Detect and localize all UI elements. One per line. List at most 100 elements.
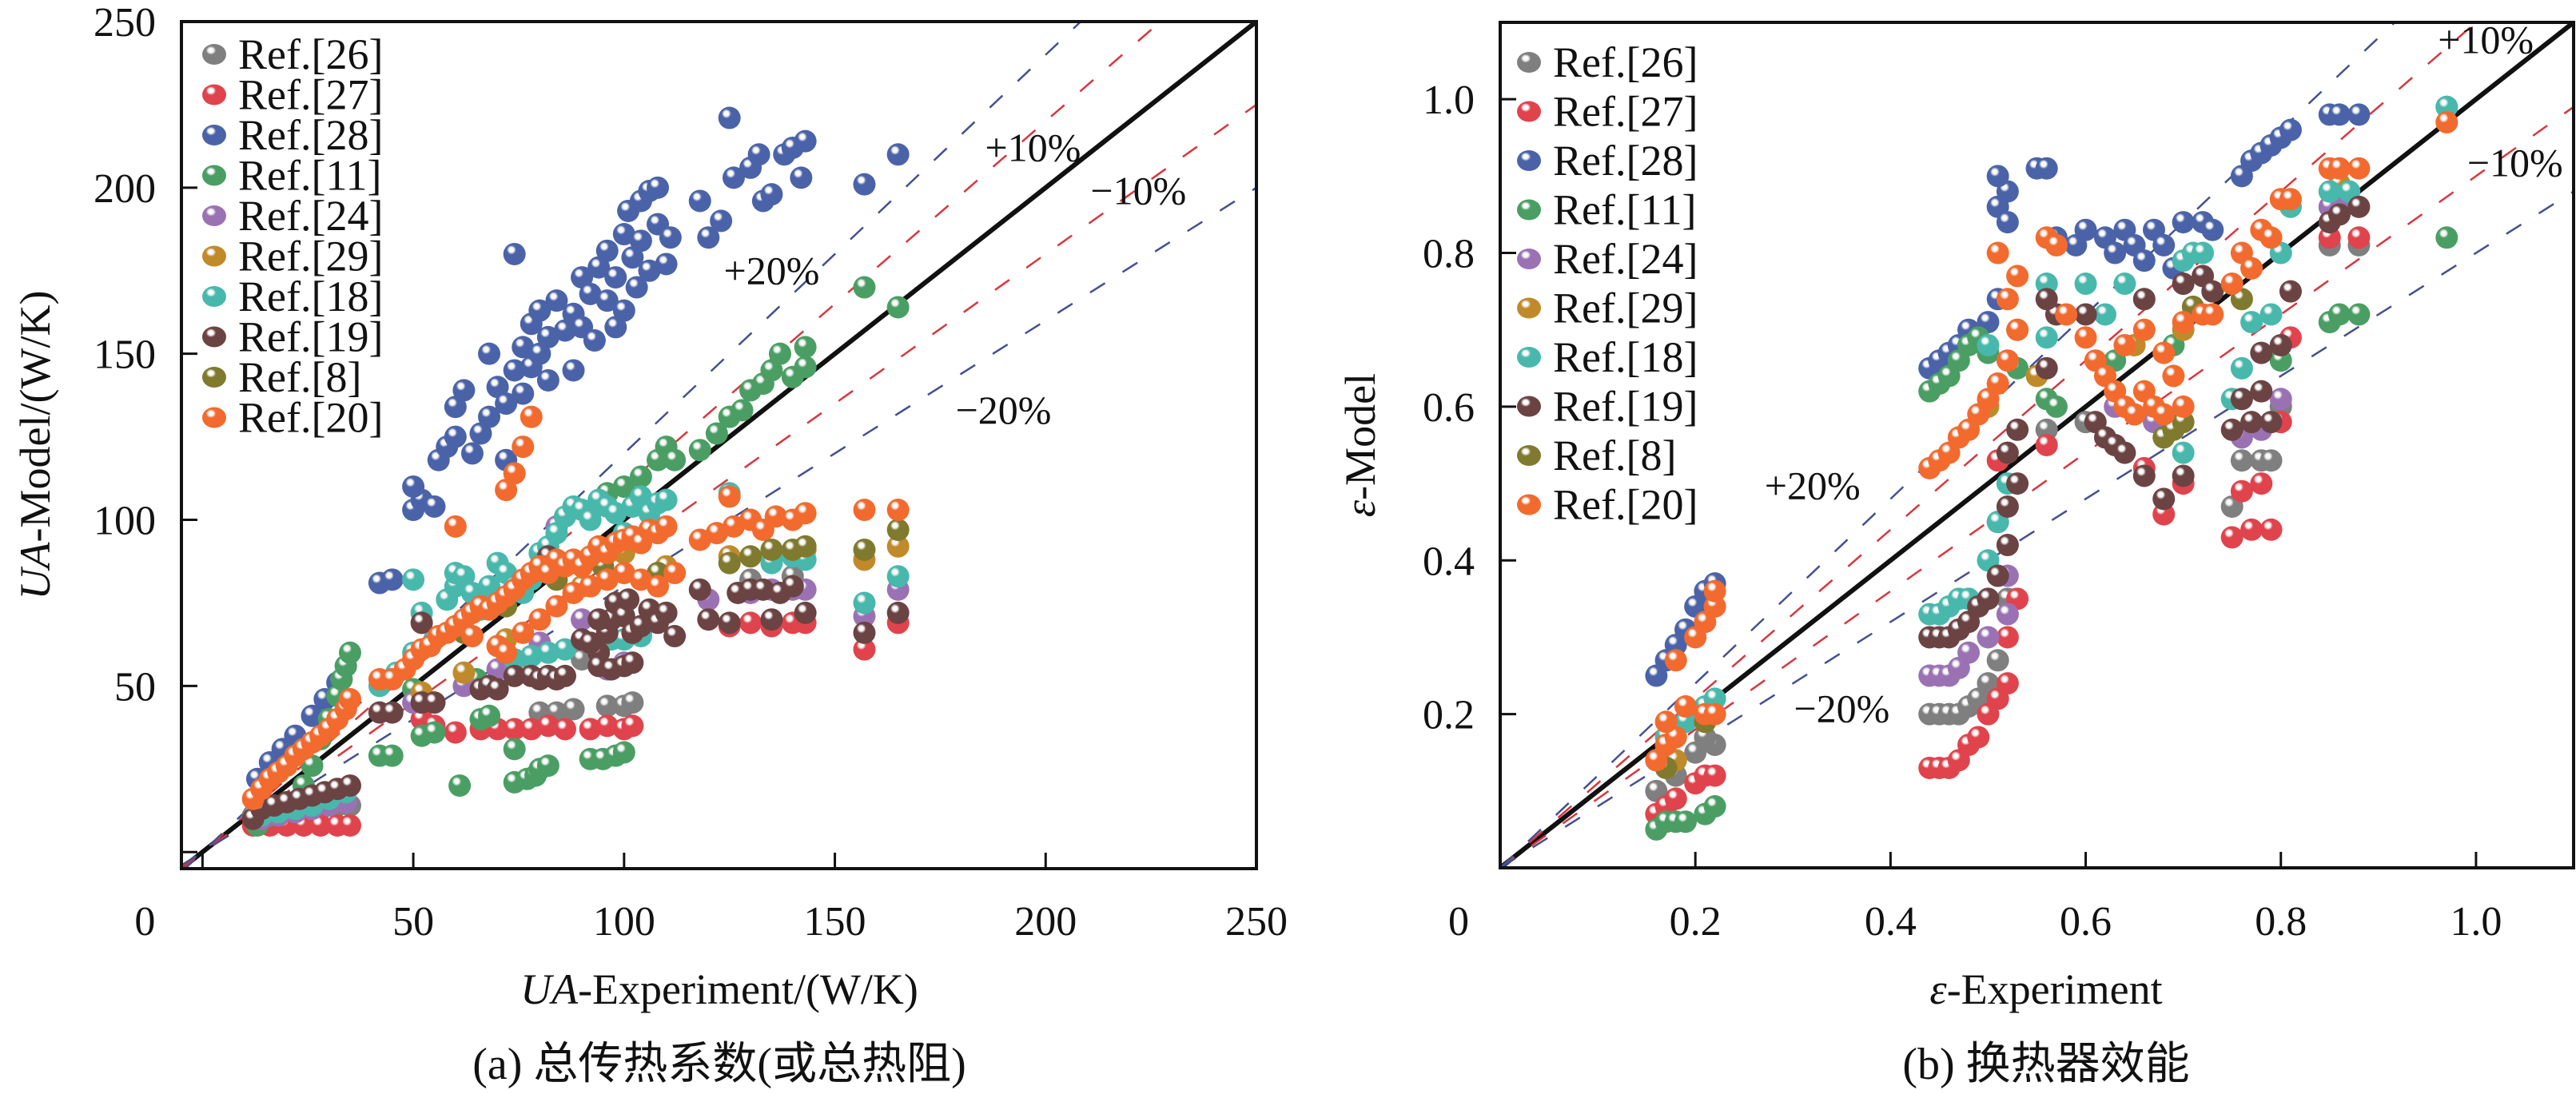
data-point: [587, 608, 611, 631]
data-point: [886, 296, 910, 319]
panel-b-band-label: −10%: [2467, 140, 2563, 185]
data-point: [444, 396, 467, 419]
panel-a-legend-item-ref-11: Ref.[11]: [202, 152, 381, 200]
data-point: [1996, 603, 2019, 626]
legend-marker-icon: [202, 326, 226, 348]
legend-marker-icon: [202, 125, 226, 145]
panel-b-annotations: +10% −10% +20% −20%: [1765, 17, 2563, 730]
data-point: [629, 465, 652, 488]
legend-marker-icon: [1517, 101, 1541, 122]
data-point: [2327, 103, 2351, 126]
data-point: [478, 405, 501, 428]
data-point: [604, 266, 627, 289]
data-point: [536, 714, 559, 738]
data-point: [571, 648, 594, 671]
panel-a-legend: Ref.[26]Ref.[27]Ref.[28]Ref.[11]Ref.[24]…: [202, 30, 383, 442]
data-point: [2152, 341, 2176, 364]
legend-label: Ref.[28]: [1553, 137, 1698, 185]
data-point: [2230, 479, 2253, 503]
data-point: [553, 664, 576, 687]
legend-marker-icon: [202, 407, 226, 428]
data-point: [338, 641, 361, 664]
panel-b-band-label: +20%: [1765, 463, 1861, 507]
legend-marker-icon: [202, 367, 226, 388]
panel-b-x-tick-label: 0.4: [1865, 899, 1917, 945]
data-point: [2152, 487, 2176, 511]
data-point: [486, 376, 509, 399]
data-point: [402, 475, 425, 498]
data-point: [402, 568, 425, 591]
data-point: [2259, 226, 2283, 249]
data-point: [710, 209, 733, 233]
data-point: [655, 488, 678, 511]
data-point: [853, 621, 876, 644]
data-point: [2240, 518, 2263, 541]
legend-label: Ref.[24]: [238, 192, 383, 240]
panel-b-x-axis-title: ε-Experiment: [1929, 965, 2162, 1013]
data-point: [688, 439, 711, 462]
data-point: [536, 754, 559, 778]
data-point: [1977, 333, 2000, 356]
data-point: [545, 522, 568, 545]
data-point: [579, 575, 602, 598]
data-point: [444, 515, 467, 538]
data-point: [380, 701, 404, 724]
data-point: [2006, 265, 2029, 288]
legend-label: Ref.[28]: [238, 111, 383, 159]
data-point: [739, 611, 762, 635]
data-point: [2172, 395, 2195, 418]
data-point: [853, 638, 876, 661]
data-point: [579, 718, 602, 741]
data-point: [478, 575, 501, 598]
data-point: [2240, 257, 2263, 280]
data-point: [553, 319, 576, 342]
legend-label: Ref.[11]: [1553, 186, 1696, 234]
data-point: [659, 226, 682, 249]
panel-b-legend-item-ref-18: Ref.[18]: [1517, 333, 1698, 381]
data-point: [2035, 288, 2058, 311]
data-point: [2279, 188, 2302, 211]
data-point: [747, 143, 770, 166]
panel-b-line-minus10: [1500, 105, 2574, 868]
data-point: [1977, 626, 2000, 649]
data-point: [460, 442, 484, 465]
data-point: [2327, 157, 2351, 180]
data-point: [2132, 464, 2156, 487]
data-point: [2220, 418, 2244, 441]
data-point: [2435, 95, 2459, 118]
data-point: [612, 299, 635, 322]
legend-label: Ref.[20]: [238, 394, 383, 442]
data-point: [1986, 564, 2009, 587]
legend-label: Ref.[27]: [238, 71, 383, 119]
data-point: [1996, 534, 2019, 557]
data-point: [1694, 726, 1717, 749]
data-point: [410, 611, 433, 635]
legend-marker-icon: [202, 84, 226, 105]
data-point: [2347, 303, 2371, 326]
data-point: [663, 562, 687, 585]
data-point: [562, 698, 585, 721]
data-point: [512, 382, 535, 405]
data-point: [571, 608, 594, 631]
panel-b-caption: (b) 换热器效能: [1902, 1040, 2189, 1089]
panel-a-x-tick-label: 50: [392, 899, 434, 945]
data-point: [751, 578, 774, 601]
data-point: [595, 568, 619, 591]
data-point: [2201, 280, 2224, 303]
data-point: [2250, 380, 2273, 403]
panel-a-ticks: 0 50 100 150 200 250 50 100 150 200 250: [94, 0, 1288, 945]
data-point: [1703, 595, 1726, 618]
data-point: [853, 173, 876, 196]
data-point: [886, 499, 910, 522]
data-point: [452, 379, 476, 402]
panel-a-band-label: +10%: [985, 125, 1081, 170]
data-point: [853, 499, 876, 522]
data-point: [338, 814, 361, 837]
panel-a-series-ref-19: [241, 545, 910, 830]
panel-a-legend-item-ref-20: Ref.[20]: [202, 394, 383, 442]
panel-a-line-minus10: [181, 103, 1256, 868]
data-point: [2230, 449, 2253, 472]
legend-label: Ref.[26]: [238, 30, 383, 78]
